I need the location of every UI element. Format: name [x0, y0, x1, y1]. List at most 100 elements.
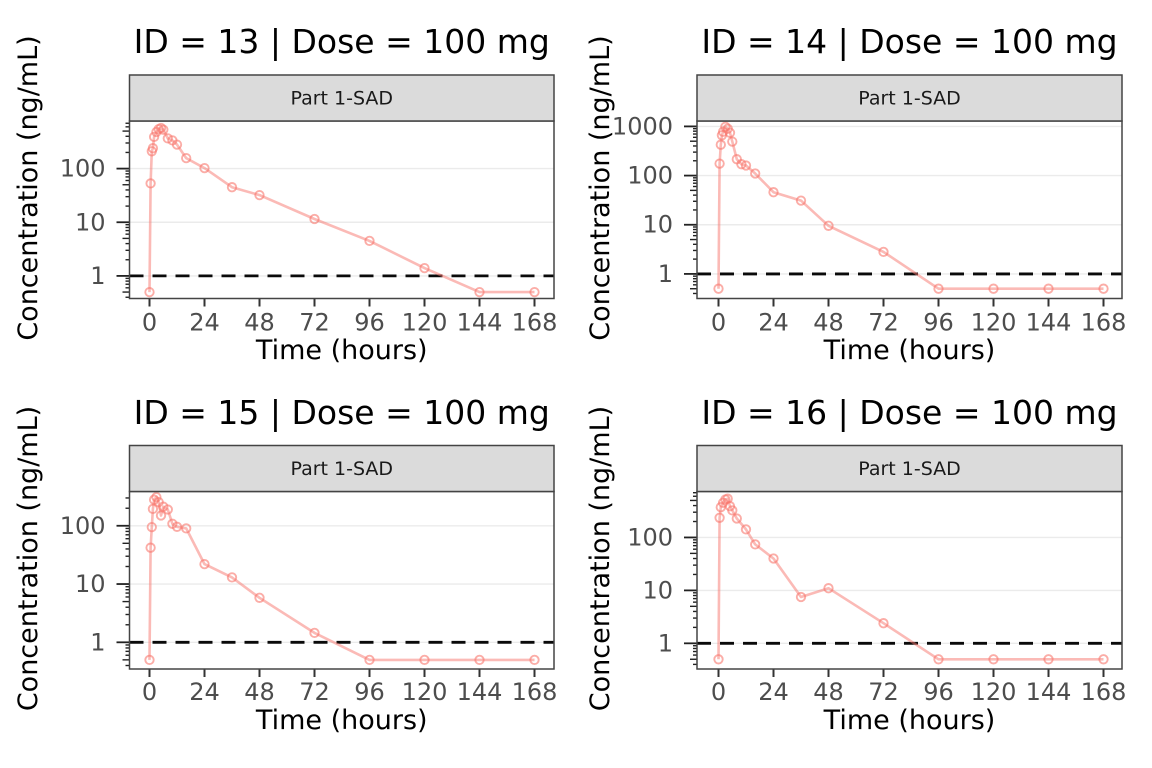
data-point-marker — [878, 618, 889, 629]
x-tick-label: 120 — [402, 309, 448, 337]
x-tick-label: 168 — [1081, 309, 1127, 337]
data-point-marker — [714, 158, 725, 169]
plot-area — [697, 121, 1122, 299]
data-point-marker — [736, 159, 747, 170]
plot-area — [129, 491, 554, 669]
x-tick-label: 0 — [142, 678, 157, 706]
data-point-marker — [714, 512, 725, 523]
data-point-marker — [768, 553, 779, 564]
x-tick-label: 48 — [813, 309, 844, 337]
panel-title: ID = 16 | Dose = 100 mg — [701, 393, 1117, 432]
data-point-marker — [155, 122, 167, 134]
y-tick-label: 100 — [627, 523, 673, 551]
y-tick-label: 100 — [60, 512, 106, 540]
data-point-marker — [529, 654, 540, 666]
data-point-marker — [226, 182, 238, 193]
facet-strip — [128, 444, 555, 493]
y-tick-label: 10 — [75, 570, 106, 598]
plot-area — [129, 121, 554, 299]
data-point-marker — [254, 189, 265, 201]
x-tick-label: 168 — [512, 309, 558, 337]
data-point-marker — [474, 654, 485, 666]
y-tick-label: 1 — [90, 262, 105, 290]
panel-title: ID = 13 | Dose = 100 mg — [134, 22, 550, 61]
data-point-marker — [148, 131, 160, 143]
y-axis-title: Concentration (ng/mL) — [13, 35, 44, 340]
y-tick-label: 10 — [642, 576, 673, 604]
data-point-marker — [768, 187, 779, 198]
x-tick-label: 48 — [244, 309, 275, 337]
data-point-marker — [309, 213, 320, 225]
data-point-marker — [727, 136, 738, 147]
x-tick-label: 168 — [512, 678, 558, 706]
y-axis-title: Concentration (ng/mL) — [585, 406, 616, 711]
facet-strip-label: Part 1-SAD — [290, 88, 393, 110]
data-point-marker — [199, 162, 210, 174]
x-tick-label: 48 — [244, 678, 275, 706]
data-point-marker — [795, 591, 807, 603]
x-tick-label: 144 — [457, 678, 503, 706]
y-tick-label: 100 — [60, 155, 106, 183]
data-point-marker — [727, 505, 738, 516]
x-tick-label: 96 — [354, 309, 385, 337]
x-tick-label: 96 — [923, 309, 954, 337]
data-point-marker — [162, 504, 173, 515]
x-tick-label: 72 — [299, 309, 330, 337]
data-point-marker — [933, 283, 944, 294]
x-tick-label: 120 — [402, 678, 448, 706]
data-point-marker — [713, 283, 724, 294]
data-point-marker — [750, 168, 761, 179]
y-axis-title: Concentration (ng/mL) — [585, 35, 616, 340]
facet-strip — [128, 74, 555, 122]
x-axis-title: Time (hours) — [823, 335, 996, 366]
concentration-line — [148, 495, 535, 662]
x-tick-label: 0 — [142, 309, 157, 337]
y-tick-label: 10 — [75, 208, 106, 236]
data-point-marker — [795, 195, 807, 206]
data-point-marker — [309, 627, 320, 639]
data-point-marker — [933, 654, 944, 665]
x-tick-label: 72 — [868, 678, 899, 706]
data-point-marker — [750, 539, 761, 550]
data-point-marker — [878, 246, 889, 258]
y-tick-label: 1 — [658, 260, 673, 288]
data-point-marker — [144, 286, 155, 298]
x-tick-label: 24 — [758, 678, 789, 706]
facet-strip — [696, 74, 1123, 122]
data-point-marker — [158, 124, 169, 135]
data-point-marker — [199, 558, 210, 570]
data-point-marker — [145, 542, 156, 553]
data-point-marker — [254, 592, 265, 603]
data-points — [713, 493, 1109, 665]
x-axis-title: Time (hours) — [255, 705, 428, 736]
data-point-marker — [226, 572, 238, 583]
data-point-marker — [147, 143, 159, 154]
data-points — [144, 122, 540, 298]
x-tick-label: 0 — [711, 678, 726, 706]
data-point-marker — [529, 286, 540, 298]
data-point-marker — [181, 152, 192, 164]
x-tick-label: 0 — [711, 309, 726, 337]
x-tick-label: 24 — [189, 678, 220, 706]
x-tick-label: 120 — [971, 678, 1017, 706]
data-point-marker — [181, 523, 192, 534]
data-point-marker — [145, 178, 156, 189]
data-point-marker — [364, 235, 375, 247]
panel-title: ID = 15 | Dose = 100 mg — [134, 393, 550, 432]
data-point-marker — [171, 521, 183, 532]
x-tick-label: 144 — [1026, 309, 1072, 337]
data-point-marker — [1098, 283, 1109, 294]
data-point-marker — [419, 262, 430, 274]
facet-strip-label: Part 1-SAD — [858, 458, 961, 480]
facet-strip-label: Part 1-SAD — [858, 88, 961, 110]
x-tick-label: 24 — [189, 309, 220, 337]
data-point-marker — [740, 524, 752, 535]
data-point-marker — [1043, 283, 1054, 294]
panel-title: ID = 14 | Dose = 100 mg — [701, 22, 1117, 61]
data-point-marker — [474, 286, 485, 298]
y-tick-label: 100 — [627, 162, 673, 190]
